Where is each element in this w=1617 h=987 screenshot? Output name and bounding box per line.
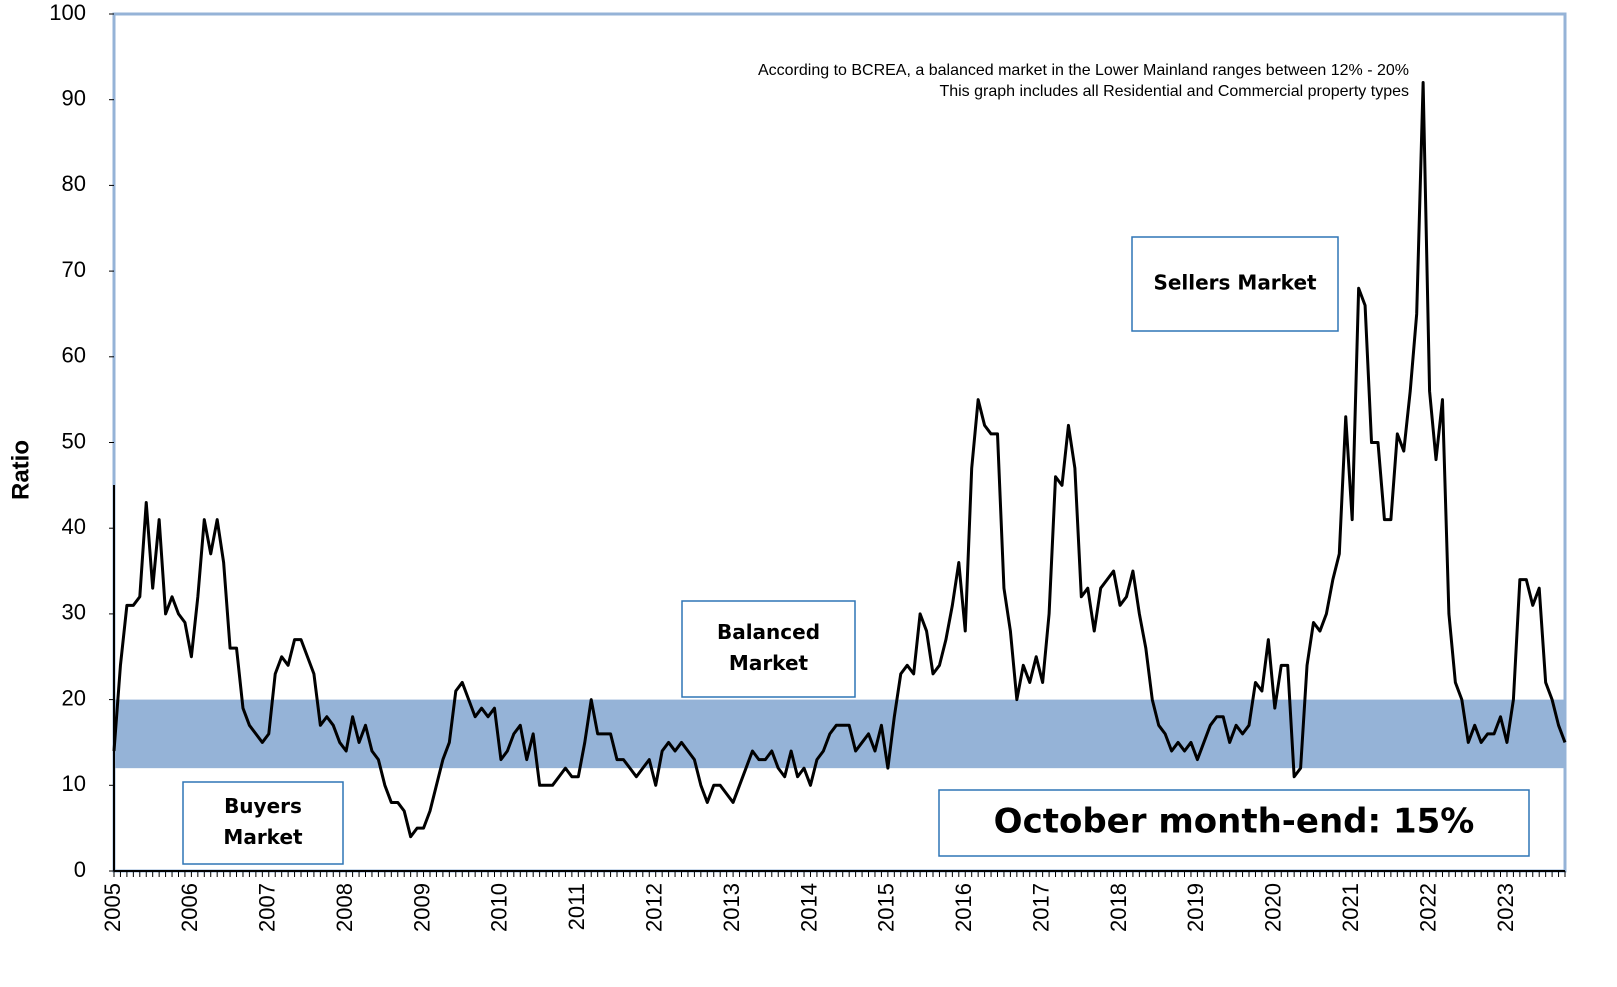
x-tick-label: 2021 [1338,883,1363,932]
x-tick-label: 2012 [642,883,667,932]
label-text: Sellers Market [1153,271,1317,295]
label-text: Buyers [224,794,302,818]
y-tick-label: 10 [62,771,86,796]
x-tick-label: 2013 [719,883,744,932]
y-tick-label: 90 [62,86,86,111]
note: According to BCREA, a balanced market in… [758,62,1409,79]
x-tick-label: 2018 [1106,883,1131,932]
y-tick-label: 0 [74,857,86,882]
y-tick-label: 70 [62,257,86,282]
x-tick-label: 2016 [951,883,976,932]
ratio-line [112,81,1567,839]
label-text: October month-end: 15% [994,802,1475,842]
label-box [182,781,344,865]
x-tick-label: 2019 [1183,883,1208,932]
label-box [1131,236,1339,332]
balanced-band [114,699,1565,769]
x-tick-label: 2008 [332,883,357,932]
label-text: Market [729,651,809,675]
y-tick-label: 30 [62,600,86,625]
x-tick-label: 2006 [177,883,202,932]
y-tick-label: 80 [62,171,86,196]
x-tick-label: 2011 [564,883,589,930]
x-tick-label: 2007 [255,883,280,932]
label-text: Market [223,825,303,849]
x-tick-label: 2009 [409,883,434,932]
x-tick-label: 2015 [874,883,899,932]
x-tick-label: 2010 [487,883,512,932]
y-tick-label: 100 [49,0,86,25]
x-tick-label: 2014 [796,883,821,932]
label-box [681,600,856,698]
x-tick-label: 2020 [1261,883,1286,932]
label-text: Balanced [717,620,820,644]
note: This graph includes all Residential and … [939,83,1409,100]
x-tick-label: 2017 [1028,883,1053,932]
x-tick-label: 2022 [1415,883,1440,932]
label-box [938,789,1530,857]
y-tick-label: 60 [62,343,86,368]
y-tick-label: 50 [62,428,86,453]
y-tick-label: 40 [62,514,86,539]
y-tick-label: 20 [62,685,86,710]
y-axis-label: Ratio [7,440,34,500]
x-tick-label: 2005 [100,883,125,932]
x-tick-label: 2023 [1493,883,1518,932]
